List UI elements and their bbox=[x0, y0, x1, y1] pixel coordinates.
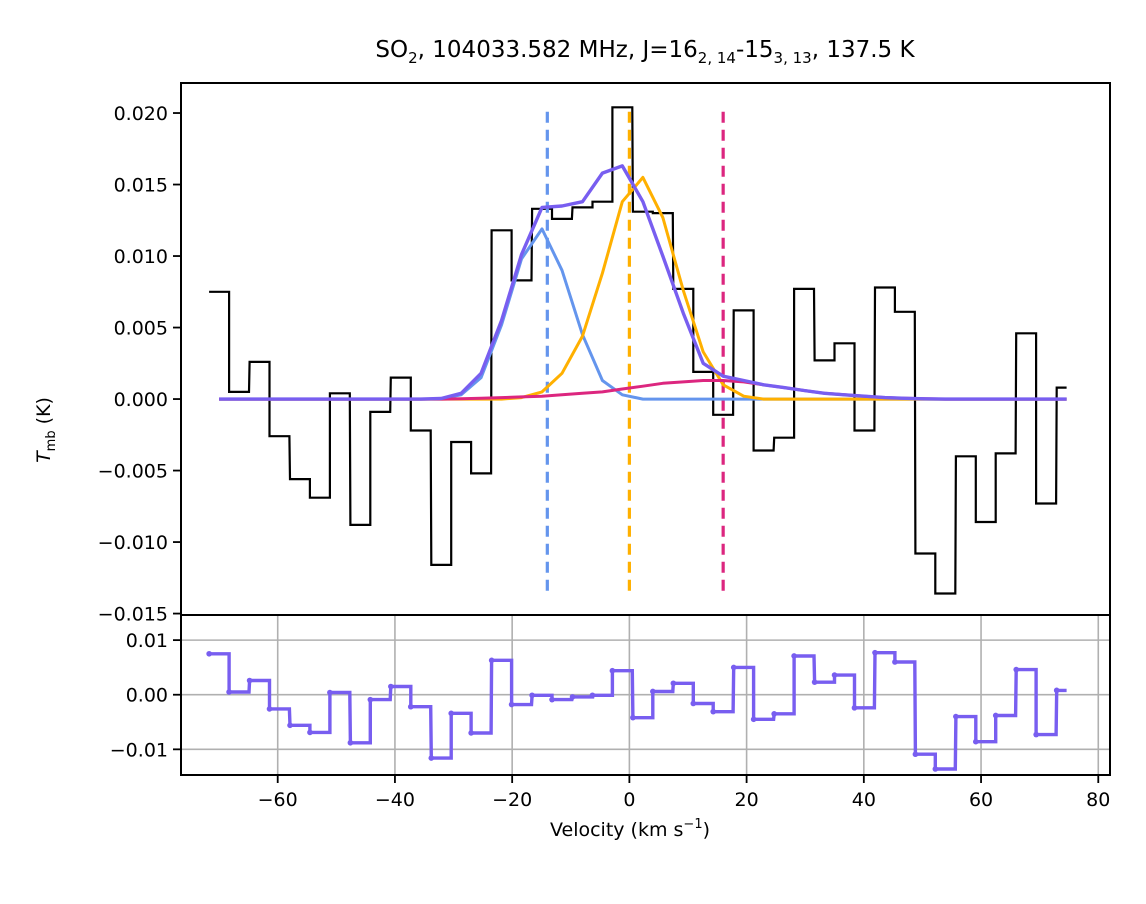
residual-point bbox=[750, 716, 757, 723]
residual-ytick-label: −0.01 bbox=[110, 739, 168, 761]
xtick-label: −20 bbox=[492, 789, 532, 811]
residual-point bbox=[650, 688, 656, 695]
residual-point bbox=[488, 657, 495, 664]
residual-point bbox=[892, 659, 898, 665]
residual-point bbox=[508, 701, 515, 708]
residual-ytick-label: 0.00 bbox=[126, 685, 168, 707]
residual-point bbox=[872, 649, 878, 656]
residual-point bbox=[912, 751, 919, 758]
residual-point bbox=[246, 677, 253, 684]
main-ytick-label: 0.020 bbox=[114, 103, 168, 125]
residual-point bbox=[307, 729, 313, 736]
main-ytick-label: 0.010 bbox=[114, 246, 168, 268]
residual-point bbox=[630, 714, 636, 721]
residual-point bbox=[549, 696, 555, 703]
residual-panel: 0.01 0.00 −0.01 −60 −40 −20 0 20 40 60 80 bbox=[110, 614, 1111, 811]
residual-point bbox=[287, 722, 293, 729]
xtick-label: −40 bbox=[375, 789, 415, 811]
residual-point bbox=[388, 683, 394, 690]
residual-point bbox=[831, 672, 838, 678]
residual-point bbox=[347, 739, 354, 746]
residual-point bbox=[327, 689, 333, 696]
residual-point bbox=[226, 689, 232, 695]
residual-point bbox=[206, 650, 212, 657]
xtick-label: 80 bbox=[1086, 789, 1110, 811]
residual-point bbox=[992, 712, 999, 719]
total-fit-line bbox=[219, 164, 1067, 401]
xtick-label: 0 bbox=[623, 789, 635, 811]
main-panel: 0.020 0.015 0.010 0.005 0.000 −0.005 −0.010 −0.… bbox=[98, 82, 1111, 626]
residual-point bbox=[1013, 666, 1020, 673]
residual-point bbox=[932, 766, 939, 772]
residual-point bbox=[730, 664, 737, 671]
residual-point bbox=[1053, 687, 1060, 694]
main-panel-frame bbox=[180, 82, 1111, 616]
observed-spectrum-line bbox=[209, 106, 1067, 595]
residual-point bbox=[851, 705, 858, 711]
y-axis-label: Tmb (K) bbox=[33, 397, 59, 463]
residual-point bbox=[791, 653, 797, 659]
x-axis-label: Velocity (km s−1) bbox=[550, 817, 710, 841]
residual-point bbox=[589, 692, 596, 699]
residual-point bbox=[953, 713, 959, 720]
residual-line bbox=[209, 651, 1067, 771]
residual-point bbox=[710, 708, 716, 715]
xtick-label: −60 bbox=[258, 789, 298, 811]
residual-ytick-label: 0.01 bbox=[126, 630, 168, 652]
main-ytick-label: 0.005 bbox=[114, 318, 168, 340]
residual-point bbox=[569, 694, 576, 700]
residual-point bbox=[972, 738, 979, 745]
residual-point bbox=[771, 711, 777, 717]
residual-point bbox=[448, 710, 455, 717]
main-ytick-label: −0.005 bbox=[98, 461, 168, 483]
xtick-label: 20 bbox=[735, 789, 759, 811]
xtick-label: 60 bbox=[969, 789, 993, 811]
component-1-line bbox=[219, 227, 1067, 401]
residual-point bbox=[690, 700, 697, 707]
component-3-line bbox=[219, 379, 1067, 401]
main-ytick-label: 0.000 bbox=[114, 389, 168, 411]
residual-point bbox=[670, 680, 677, 687]
residual-point bbox=[367, 696, 374, 703]
residual-point bbox=[407, 703, 414, 710]
residual-point bbox=[529, 692, 535, 699]
main-ytick-label: −0.010 bbox=[98, 532, 168, 554]
chart-title: SO2, 104033.582 MHz, J=162, 14-153, 13, … bbox=[375, 37, 915, 67]
xtick-label: 40 bbox=[852, 789, 876, 811]
residual-point bbox=[266, 706, 273, 712]
main-ytick-label: 0.015 bbox=[114, 175, 168, 197]
residual-point bbox=[428, 755, 435, 761]
residual-point bbox=[1033, 731, 1039, 738]
main-ytick-label: −0.015 bbox=[98, 604, 168, 626]
residual-point bbox=[609, 667, 616, 674]
residual-point bbox=[811, 679, 818, 685]
residual-point bbox=[468, 730, 474, 736]
